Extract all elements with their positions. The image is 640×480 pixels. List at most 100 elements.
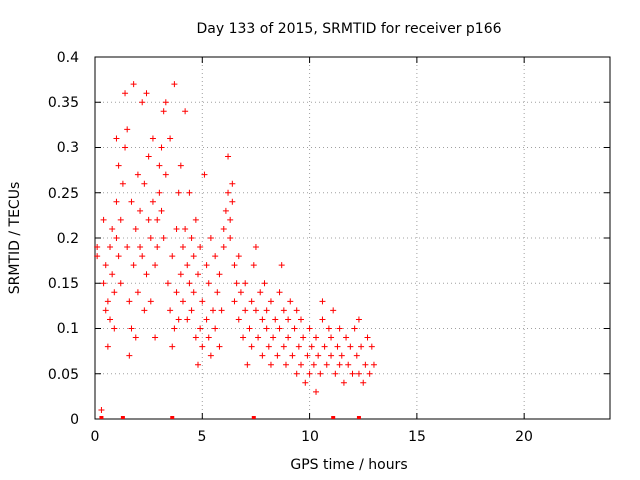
- data-point: [338, 352, 345, 359]
- data-point: [252, 307, 259, 314]
- data-point: [214, 289, 221, 296]
- data-point: [188, 307, 195, 314]
- data-point: [263, 307, 270, 314]
- data-point: [237, 289, 244, 296]
- data-point: [94, 253, 101, 260]
- data-point: [300, 334, 307, 341]
- data-point: [321, 343, 328, 350]
- data-point: [137, 244, 144, 251]
- data-point: [267, 361, 274, 368]
- data-point: [177, 162, 184, 169]
- x-tick-label: 0: [91, 429, 100, 445]
- y-tick-label: 0.35: [48, 95, 79, 111]
- data-point: [115, 162, 122, 169]
- data-point: [147, 235, 154, 241]
- data-point: [349, 370, 356, 377]
- data-point: [298, 361, 304, 368]
- data-point: [340, 379, 347, 386]
- data-point: [332, 370, 339, 377]
- data-point: [184, 316, 191, 323]
- data-point: [186, 189, 193, 196]
- x-tick-label: 20: [515, 429, 533, 445]
- data-point: [272, 316, 279, 323]
- data-point: [319, 316, 326, 323]
- data-point: [233, 280, 240, 287]
- data-point: [149, 135, 156, 142]
- data-point: [122, 144, 129, 151]
- data-point: [124, 244, 131, 251]
- data-point: [156, 162, 163, 169]
- data-point: [250, 262, 257, 269]
- data-point: [203, 262, 210, 269]
- axis-ticks: [94, 56, 610, 420]
- data-point: [207, 352, 214, 359]
- data-point: [122, 90, 129, 97]
- data-point: [111, 325, 118, 332]
- data-point: [126, 298, 133, 305]
- data-point: [188, 235, 195, 241]
- chart-title: Day 133 of 2015, SRMTID for receiver p16…: [196, 21, 501, 37]
- data-point: [274, 352, 281, 359]
- data-point: [227, 216, 234, 223]
- data-point: [100, 280, 107, 287]
- y-tick-label: 0.4: [57, 50, 79, 66]
- data-point: [190, 253, 197, 260]
- data-point: [143, 90, 150, 97]
- data-point: [368, 343, 375, 350]
- baseline-marker: [170, 416, 175, 419]
- data-point: [293, 307, 300, 314]
- data-point: [164, 280, 171, 287]
- data-point: [370, 361, 377, 368]
- data-point: [177, 271, 184, 278]
- data-point: [139, 253, 146, 260]
- y-tick-label: 0.05: [48, 367, 79, 383]
- data-point: [162, 99, 169, 106]
- data-point: [328, 352, 335, 359]
- data-point: [162, 171, 169, 178]
- data-point: [364, 334, 371, 341]
- data-point: [158, 207, 165, 214]
- data-point: [158, 144, 165, 151]
- data-point: [210, 307, 217, 314]
- data-point: [134, 171, 141, 178]
- data-point: [117, 216, 124, 223]
- data-point: [229, 180, 236, 187]
- data-point: [169, 343, 176, 350]
- data-point: [143, 271, 150, 278]
- data-point: [317, 370, 324, 377]
- data-point: [343, 334, 350, 341]
- data-point: [362, 361, 369, 368]
- x-tick-label: 5: [198, 429, 207, 445]
- data-point: [220, 225, 227, 232]
- data-point: [355, 370, 362, 377]
- data-point: [313, 334, 320, 341]
- data-point: [355, 316, 362, 323]
- data-point: [145, 153, 152, 160]
- y-tick-label: 0.2: [57, 231, 79, 247]
- data-point: [169, 253, 176, 260]
- data-point: [246, 325, 253, 332]
- data-point: [145, 216, 152, 223]
- data-point: [220, 244, 227, 251]
- data-point: [167, 307, 174, 314]
- data-point: [334, 343, 341, 350]
- data-point: [336, 325, 343, 332]
- data-point: [347, 343, 354, 350]
- data-point: [113, 235, 120, 241]
- data-point: [306, 370, 313, 377]
- y-axis-label: SRMTID / TECUs: [7, 182, 23, 295]
- data-point: [107, 244, 114, 251]
- data-point: [257, 289, 264, 296]
- data-point: [255, 334, 262, 341]
- data-point: [141, 307, 148, 314]
- data-point: [231, 262, 238, 269]
- data-point: [306, 325, 313, 332]
- baseline-marker: [251, 416, 256, 419]
- data-point: [225, 153, 232, 160]
- data-point: [313, 388, 320, 395]
- data-point: [330, 307, 337, 314]
- data-point: [171, 81, 178, 88]
- data-point: [293, 370, 300, 377]
- data-point: [119, 180, 126, 187]
